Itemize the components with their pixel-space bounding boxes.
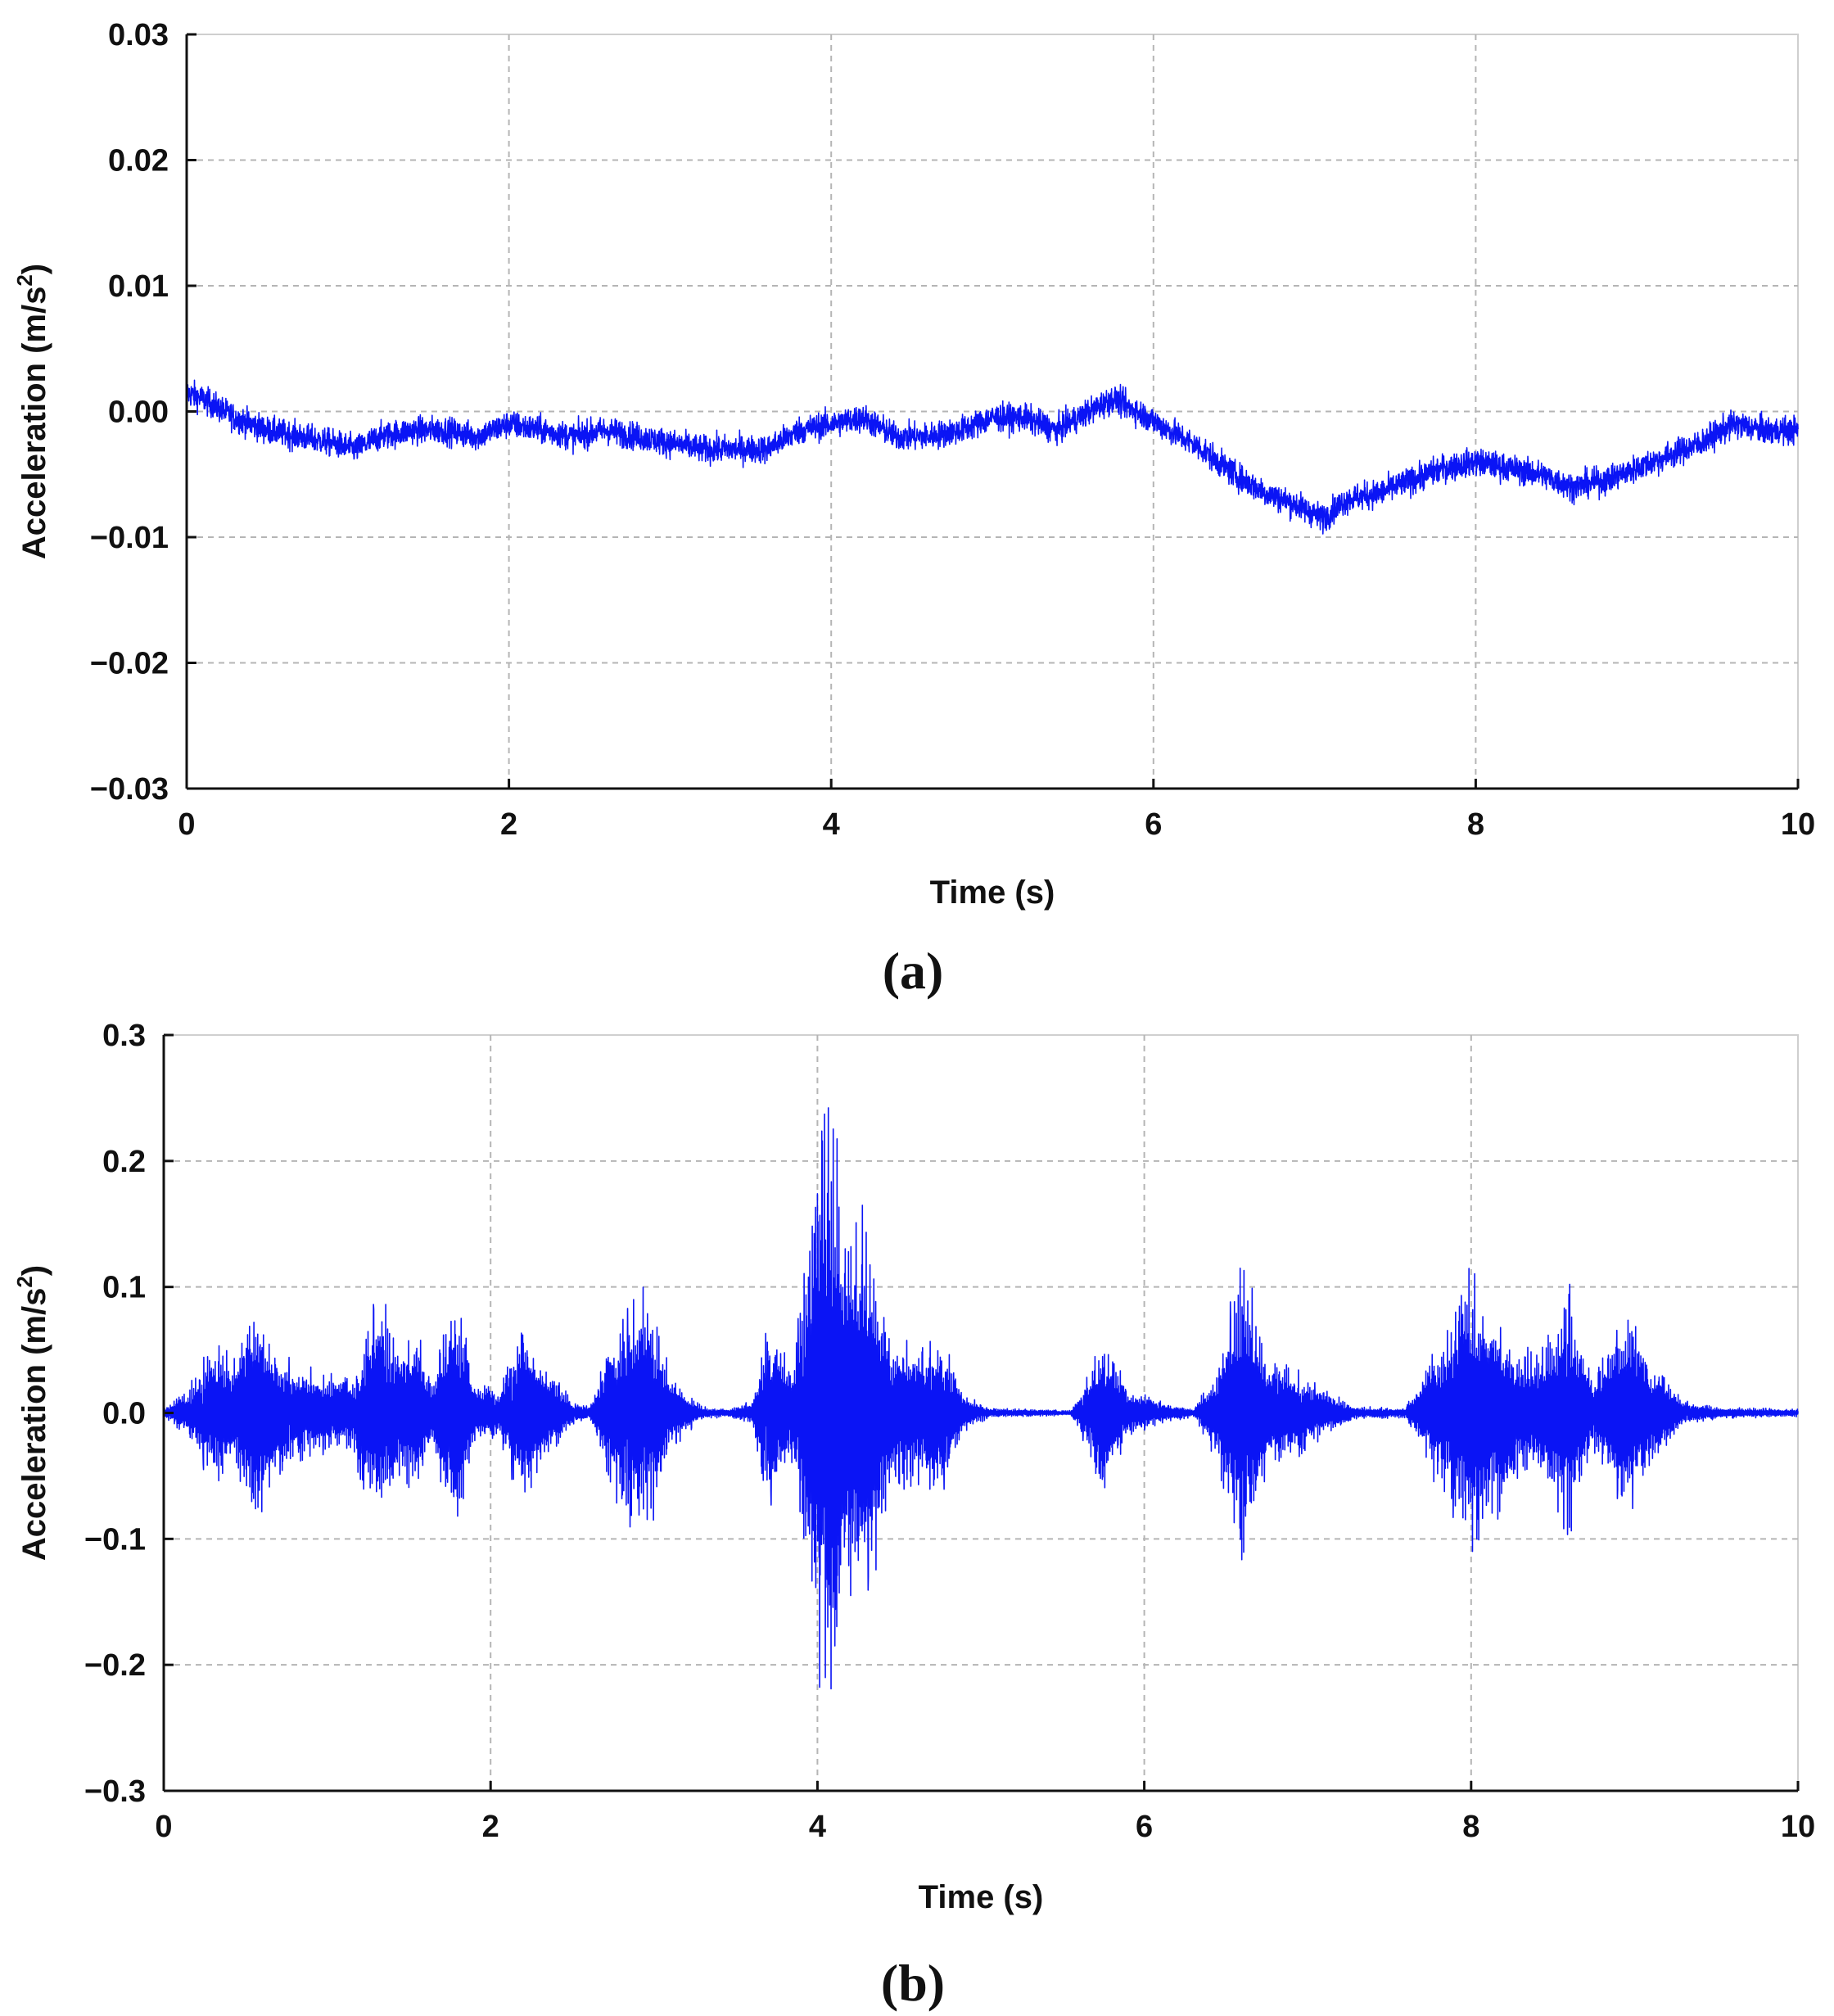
- y-tick-label: 0.00: [108, 396, 169, 430]
- x-tick-label: 8: [1467, 807, 1484, 842]
- chart-panel-b: 0 2 4 6 8 10 −0.3 −0.2 −0.1 0.0 0.1 0.2 0.3 Time (s) A…: [12, 1019, 1815, 2012]
- y-axis-title-main: Acceleration (m/s: [16, 287, 52, 559]
- y-tick-label: −0.2: [84, 1648, 146, 1683]
- panel-label: (a): [883, 942, 944, 1000]
- y-axis-title-superscript: 2: [12, 1276, 37, 1287]
- y-tick-label: 0.01: [108, 269, 169, 304]
- x-tick-label: 0: [178, 807, 195, 842]
- x-tick-label: 0: [155, 1810, 172, 1844]
- y-tick-label: −0.01: [90, 521, 169, 555]
- y-tick-label: 0.1: [102, 1271, 146, 1305]
- x-tick-label: 6: [1136, 1810, 1153, 1844]
- chart-panel-a: 0 2 4 6 8 10 −0.03 −0.02 −0.01 0.00 0.01 0.02 0.03 Ti…: [12, 18, 1815, 1000]
- x-tick-label: 10: [1781, 1810, 1815, 1844]
- x-tick-label: 6: [1145, 807, 1162, 842]
- y-tick-label: −0.03: [90, 772, 169, 807]
- x-axis-title: Time (s): [930, 875, 1055, 911]
- y-axis-title: Acceleration (m/s2): [12, 1265, 52, 1561]
- y-axis-title-superscript: 2: [12, 274, 37, 286]
- y-tick-label: −0.1: [84, 1522, 146, 1557]
- y-axis-title-close: ): [16, 264, 52, 274]
- y-tick-label: 0.0: [102, 1397, 146, 1431]
- y-tick-label: 0.2: [102, 1145, 146, 1179]
- y-axis-title-main: Acceleration (m/s: [16, 1288, 52, 1561]
- y-tick-label: −0.3: [84, 1774, 146, 1809]
- y-tick-label: −0.02: [90, 647, 169, 681]
- x-tick-label: 2: [482, 1810, 499, 1844]
- y-tick-label: 0.3: [102, 1019, 146, 1053]
- x-tick-label: 4: [809, 1810, 826, 1844]
- acceleration-series-line: [186, 379, 1799, 535]
- x-axis-title: Time (s): [919, 1879, 1044, 1915]
- x-tick-label: 2: [500, 807, 517, 842]
- x-tick-label: 4: [823, 807, 840, 842]
- x-tick-label: 10: [1781, 807, 1815, 842]
- y-axis-title: Acceleration (m/s2): [12, 264, 52, 559]
- panel-label: (b): [881, 1954, 945, 2012]
- y-axis-title-close: ): [16, 1265, 52, 1276]
- y-tick-label: 0.03: [108, 18, 169, 52]
- x-tick-label: 8: [1462, 1810, 1479, 1844]
- y-tick-label: 0.02: [108, 144, 169, 179]
- acceleration-series-line: [163, 1107, 1799, 1690]
